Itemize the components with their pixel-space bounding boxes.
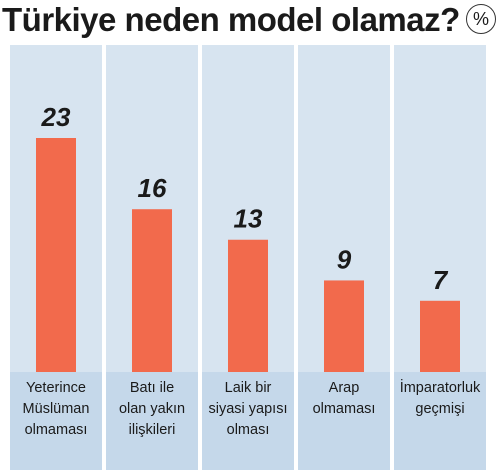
category-label: Yeterince	[26, 380, 86, 396]
category-label: olmaması	[25, 422, 88, 438]
value-label: 7	[433, 265, 449, 295]
category-label: Müslüman	[23, 401, 90, 417]
category-label: Batı ile	[130, 380, 174, 396]
bar	[36, 138, 76, 372]
category-label: olan yakın	[119, 401, 185, 417]
category-label-band	[394, 372, 486, 470]
category-label: İmparatorluk	[400, 378, 481, 396]
category-label-band	[202, 372, 294, 470]
category-label: Arap	[329, 380, 360, 396]
value-label: 13	[234, 204, 263, 234]
chart-title: Türkiye neden model olamaz?	[2, 1, 460, 38]
bar	[132, 209, 172, 372]
category-label: ilişkileri	[129, 422, 176, 438]
category-label: geçmişi	[415, 401, 464, 417]
category-labels: Yeterince Müslüman olmaması Batı ile olan ya…	[23, 378, 481, 438]
category-label: olmaması	[313, 401, 376, 417]
value-label: 16	[138, 173, 167, 203]
value-label: 23	[41, 102, 71, 132]
percent-unit-badge: %	[466, 4, 496, 34]
bar	[228, 239, 268, 372]
value-labels: 23 16 13 9 7	[41, 102, 449, 295]
category-label-band	[106, 372, 198, 470]
category-label: olması	[227, 422, 270, 438]
category-label: siyasi yapısı	[209, 401, 288, 417]
category-label-band	[298, 372, 390, 470]
value-label: 9	[337, 244, 352, 274]
bar	[420, 300, 460, 372]
category-label-band	[10, 372, 102, 470]
bar	[324, 280, 364, 372]
bars	[36, 138, 460, 372]
category-label: Laik bir	[225, 380, 272, 396]
